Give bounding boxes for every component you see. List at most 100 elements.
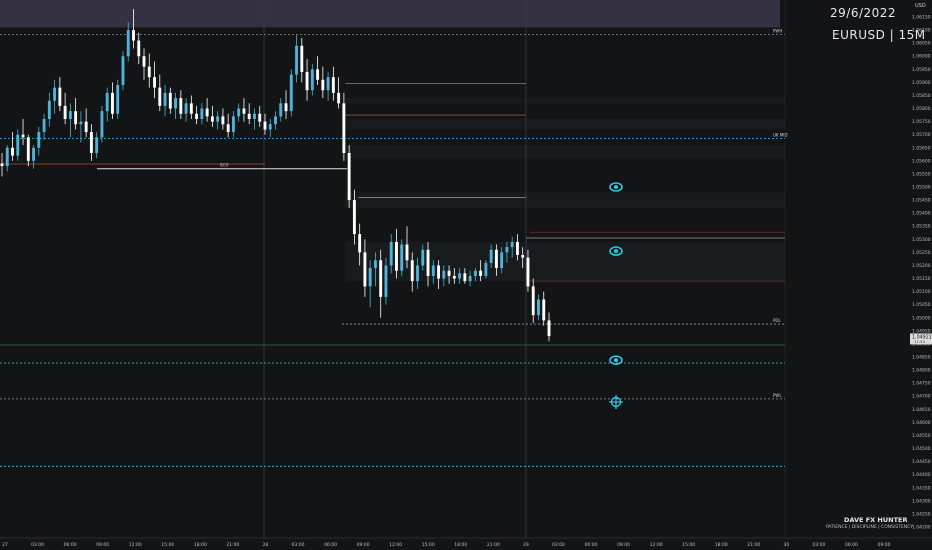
candle-body [79, 121, 83, 125]
candle-body [326, 77, 330, 91]
candle-body [342, 103, 346, 154]
candle-body [205, 108, 209, 117]
crosshair-target-icon[interactable] [609, 394, 623, 409]
candle-body [163, 92, 167, 106]
candle-body [337, 92, 341, 104]
time-tick-label: 06:00 [845, 542, 858, 548]
markers-layer[interactable] [609, 182, 623, 409]
candle-body [542, 299, 546, 321]
zone-band-2 [345, 119, 785, 130]
candle-body [421, 249, 425, 266]
eye-pupil [614, 185, 618, 190]
candle-body [452, 275, 456, 279]
zone-band-1 [345, 98, 785, 104]
candle-body [147, 66, 151, 78]
time-tick-label: 18:00 [454, 542, 467, 548]
price-tick-label: 1.04250 [912, 511, 931, 517]
candle-body [395, 241, 398, 271]
eye-outline [609, 355, 623, 365]
candle-body [63, 105, 67, 120]
candle-body [310, 69, 314, 91]
brand-name: DAVE FX HUNTER [844, 516, 908, 524]
candle-body [111, 92, 114, 114]
candle-body [473, 270, 477, 276]
price-tick-label: 1.05150 [912, 276, 931, 282]
candle-body [363, 252, 367, 287]
candle-body [37, 132, 41, 148]
candle-body [26, 137, 30, 161]
candle-body [268, 124, 272, 130]
candle-body [368, 268, 372, 287]
level-label: UK MID [773, 133, 788, 138]
price-tick-label: 1.04800 [912, 368, 931, 374]
time-tick-label: 15:00 [422, 542, 435, 548]
time-tick-label: 06:00 [585, 542, 598, 548]
current-price-tag[interactable] [910, 333, 932, 345]
price-tick-label: 1.05600 [912, 158, 931, 164]
price-tick-label: 1.04350 [912, 485, 931, 491]
candle-body [521, 255, 525, 258]
candle-body [89, 132, 93, 154]
price-tick-label: 1.04600 [912, 420, 931, 426]
level-label: PWH [773, 29, 782, 34]
candle-body [210, 116, 214, 122]
candle-body [384, 265, 388, 297]
time-tick-label: 06:00 [324, 542, 337, 548]
price-tick-label: 1.05500 [912, 185, 931, 191]
candle-body [105, 92, 109, 112]
time-tick-label: 09:00 [357, 542, 370, 548]
eye-icon[interactable] [609, 182, 623, 192]
zone-band-3 [345, 145, 785, 159]
price-tick-label: 1.05400 [912, 211, 931, 217]
price-tick-label: 1.06050 [912, 41, 931, 47]
candle-body [231, 116, 235, 133]
time-tick-label: 30 [783, 542, 789, 548]
candle-body [74, 111, 78, 125]
time-tick-label: 18:00 [715, 542, 728, 548]
candle-body [284, 103, 288, 112]
candle-body [216, 116, 220, 122]
candle-body [226, 124, 230, 133]
price-tick-label: 1.05350 [912, 224, 931, 230]
candle-body [95, 137, 99, 154]
eye-icon[interactable] [609, 246, 623, 256]
candle-body [321, 79, 325, 91]
candle-body [295, 45, 298, 75]
candle-body [300, 45, 304, 72]
time-tick-label: 21:00 [226, 542, 239, 548]
time-tick-label: 09:00 [96, 542, 109, 548]
candle-body [58, 87, 62, 106]
price-tick-label: 1.05100 [912, 289, 931, 295]
candle-body [526, 257, 530, 287]
price-axis[interactable]: 1.06150 1.06100 1.06050 1.06000 1.05950 1.059… [910, 15, 932, 531]
price-tick-label: 1.05050 [912, 302, 931, 308]
candle-body [537, 299, 540, 316]
candle-body [484, 262, 488, 276]
time-axis[interactable]: 27 03:00 06:00 09:00 12:00 15:00 18:00 21:00 28 0… [2, 542, 890, 548]
price-tick-label: 1.05000 [912, 315, 931, 321]
candle-body [547, 320, 551, 337]
candle-body [132, 30, 135, 41]
price-tick-label: 1.05850 [912, 93, 931, 99]
candle-body [47, 100, 51, 120]
price-tick-label: 1.05650 [912, 145, 931, 151]
candle-body [373, 260, 377, 269]
candle-body [5, 147, 9, 167]
time-tick-label: 21:00 [747, 542, 760, 548]
candle-body [253, 113, 256, 120]
candle-body [489, 249, 493, 263]
candle-body [142, 56, 146, 67]
brand-tagline: PATIENCE | DISCIPLINE | CONSISTENCY [826, 525, 913, 530]
time-tick-label: 06:00 [64, 542, 77, 548]
eye-icon[interactable] [609, 355, 623, 365]
eye-outline [609, 246, 623, 256]
time-tick-label: 29 [523, 542, 529, 548]
candle-body [289, 74, 293, 112]
price-tick-label: 1.06000 [912, 54, 931, 60]
bar-countdown: 11:53 [914, 339, 926, 344]
price-tick-label: 1.04750 [912, 381, 931, 387]
price-tick-label: 1.05550 [912, 171, 931, 177]
eye-outline [609, 182, 623, 192]
